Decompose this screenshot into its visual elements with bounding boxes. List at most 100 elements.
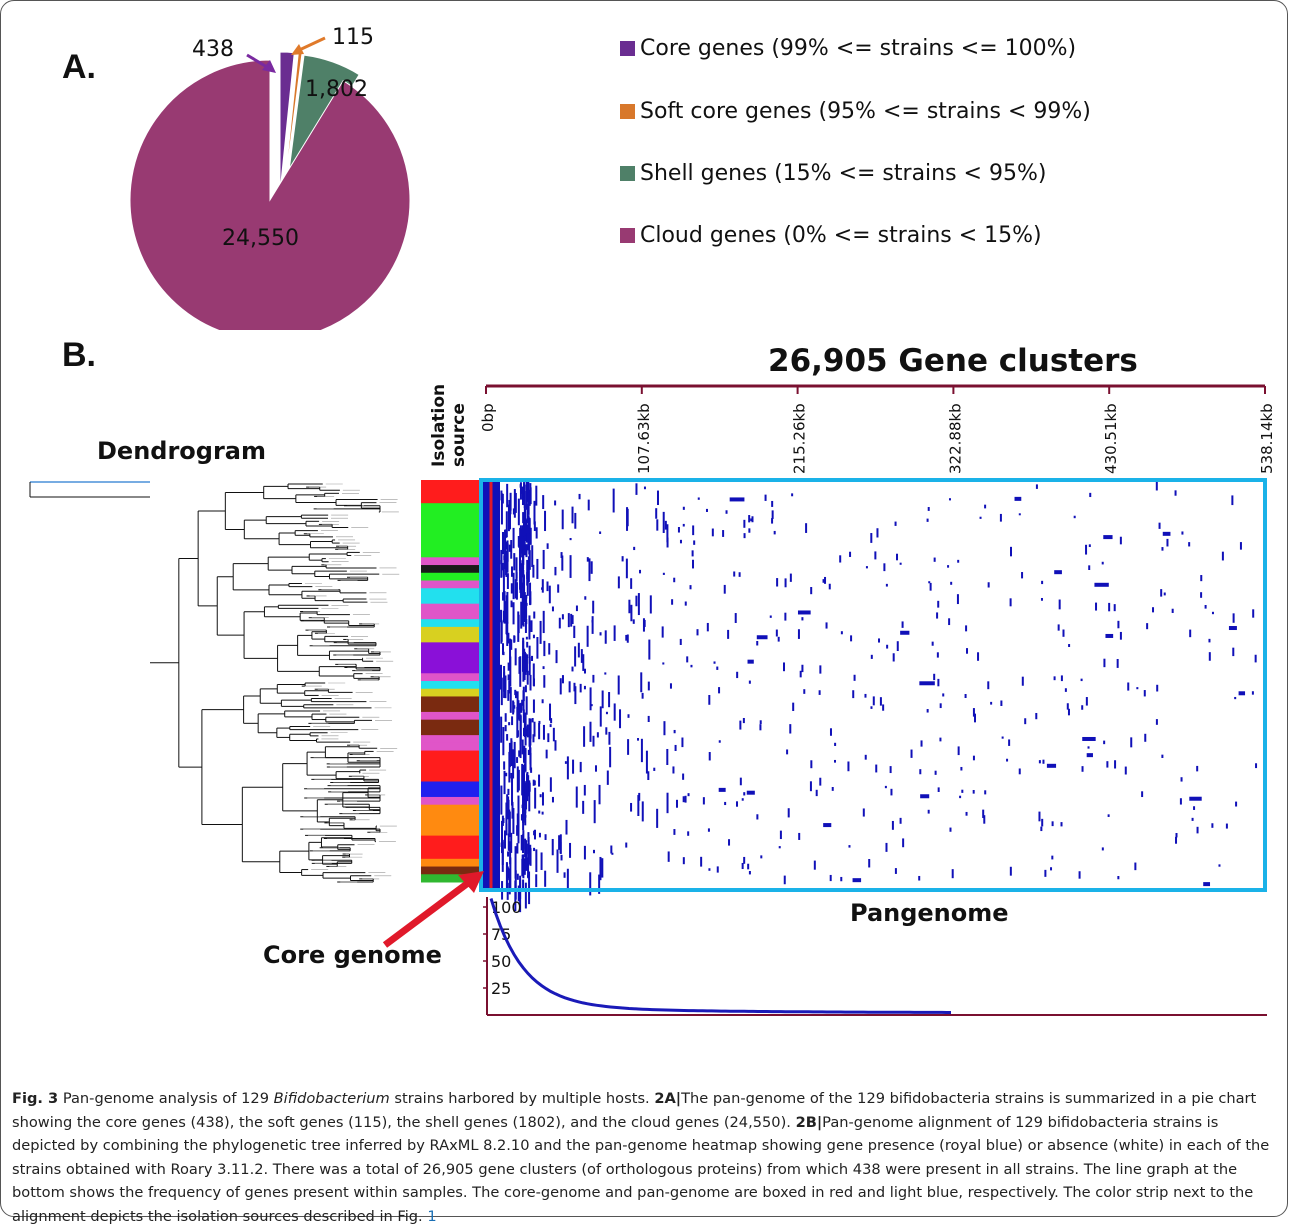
heatmap-cell <box>1067 708 1070 716</box>
heatmap-cell <box>896 553 899 561</box>
heatmap-cell <box>684 601 687 606</box>
heatmap-cell <box>501 493 504 504</box>
heatmap-cell <box>612 488 615 513</box>
heatmap-cell <box>883 563 886 572</box>
heatmap-cell <box>538 810 541 814</box>
heatmap-cell <box>739 720 742 730</box>
heatmap-cell <box>561 675 564 684</box>
heatmap-cell <box>1021 676 1024 686</box>
heatmap-cell <box>517 536 520 547</box>
axis-tick-label-1: 107.63kb <box>635 403 653 474</box>
heatmap-cell <box>899 817 902 824</box>
heatmap-cell <box>527 533 530 551</box>
heatmap-cell <box>513 741 516 769</box>
heatmap-cell <box>939 703 942 709</box>
heatmap-cell <box>787 808 790 818</box>
heatmap-cell <box>512 572 515 600</box>
isolation-source-band <box>421 534 481 543</box>
heatmap-cell <box>875 764 878 773</box>
heatmap-cell <box>633 546 636 551</box>
heatmap-cell <box>1085 697 1088 706</box>
heatmap-cell <box>639 569 642 574</box>
heatmap-cell <box>549 703 552 721</box>
heatmap-cell <box>892 653 895 662</box>
heatmap-cell <box>541 579 544 593</box>
heatmap-cell <box>1021 572 1024 579</box>
heatmap-cell <box>522 771 525 780</box>
heatmap-cell <box>640 738 643 763</box>
heatmap-cell <box>509 492 512 511</box>
isolation-source-band <box>421 650 481 659</box>
heatmap-cell <box>655 508 658 519</box>
heatmap-cell <box>514 648 517 666</box>
heatmap-cell <box>509 508 512 530</box>
heatmap-cell <box>578 493 581 500</box>
heatmap-cell <box>522 669 525 682</box>
caption-fig-label: Fig. 3 <box>12 1090 59 1107</box>
heatmap-cell <box>656 519 659 531</box>
heatmap-cell <box>536 637 539 659</box>
heatmap-cell-block <box>746 790 755 795</box>
axis-tick-label-4: 430.51kb <box>1102 403 1120 474</box>
heatmap-cell <box>524 518 527 542</box>
heatmap-cell <box>778 846 781 849</box>
heatmap-cell <box>590 561 593 574</box>
heatmap-cell <box>571 506 574 524</box>
heatmap-cell <box>1179 798 1182 805</box>
heatmap-cell-block <box>919 681 935 686</box>
heatmap-cell <box>777 636 780 642</box>
heatmap-cell <box>518 703 521 721</box>
heatmap-cell-block <box>1094 582 1109 587</box>
heatmap-cell <box>1062 629 1065 637</box>
heatmap-cell <box>1089 492 1092 498</box>
heatmap-cell <box>530 620 533 632</box>
heatmap-cell <box>784 578 787 588</box>
heatmap-cell <box>1081 705 1084 710</box>
heatmap-cell <box>606 770 609 785</box>
heatmap-cell <box>516 766 519 793</box>
heatmap-cell <box>672 766 675 774</box>
heatmap-cell <box>713 661 716 664</box>
heatmap-cell <box>759 720 762 725</box>
heatmap-cell <box>1119 631 1122 640</box>
heatmap-cell <box>505 772 508 777</box>
heatmap-cell <box>926 709 929 713</box>
heatmap-cell <box>527 749 530 756</box>
heatmap-cell <box>822 579 825 583</box>
heatmap-cell-block <box>1082 736 1096 741</box>
heatmap-cell <box>743 792 746 796</box>
heatmap-cell <box>503 761 506 770</box>
heatmap-cell <box>588 558 591 582</box>
heatmap-cell <box>884 785 887 789</box>
heatmap-cell <box>939 737 942 742</box>
heatmap-cell <box>666 748 669 766</box>
heatmap-cell <box>718 687 721 694</box>
heatmap-cell <box>529 752 532 771</box>
pie-value-label-3: 24,550 <box>222 226 299 251</box>
heatmap-cell <box>502 651 505 656</box>
caption-fig-ref-link[interactable]: 1 <box>427 1207 437 1225</box>
heatmap-cell <box>561 509 564 530</box>
heatmap-cell <box>748 528 751 533</box>
heatmap-cell-block <box>1103 535 1113 540</box>
heatmap-cell <box>647 715 650 723</box>
heatmap-cell <box>638 792 641 801</box>
heatmap-cell <box>525 544 528 558</box>
heatmap-cell <box>1101 847 1104 851</box>
isolation-source-band <box>421 727 481 736</box>
heatmap-cell <box>525 598 528 618</box>
heatmap-cell <box>541 699 544 704</box>
heatmap-cell <box>579 683 582 693</box>
heatmap-cell <box>586 625 589 647</box>
heatmap-cell <box>1174 490 1177 496</box>
heatmap-cell <box>520 565 523 599</box>
heatmap-cell <box>528 782 531 792</box>
heatmap-cell <box>604 672 607 675</box>
heatmap-cell <box>1231 495 1234 506</box>
heatmap-cell <box>598 784 601 805</box>
heatmap-cell <box>1152 607 1155 613</box>
heatmap-cell <box>706 622 709 632</box>
isolation-source-band <box>421 681 481 690</box>
heatmap-cell <box>848 845 851 848</box>
pie-value-label-0: 438 <box>192 37 234 62</box>
